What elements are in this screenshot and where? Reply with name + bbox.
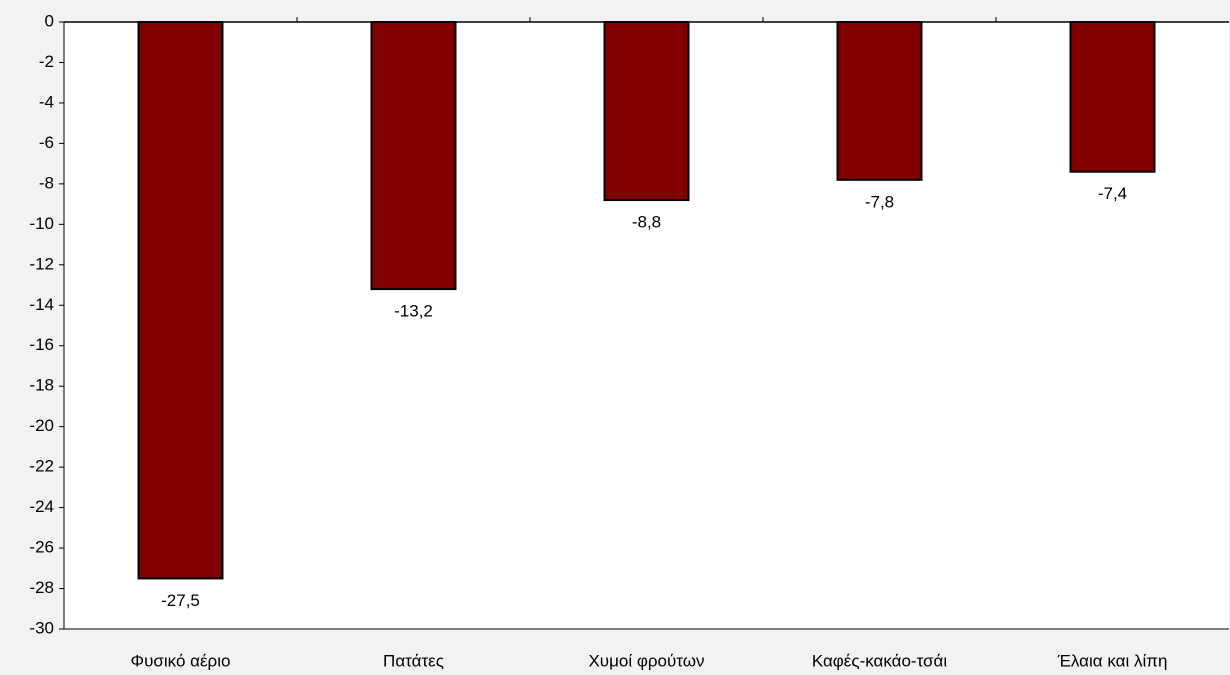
bar: [370, 21, 457, 291]
value-label: -7,4: [1098, 184, 1127, 203]
y-tick-label: -8: [39, 173, 54, 192]
y-tick-label: -16: [29, 335, 54, 354]
y-tick-label: -20: [29, 416, 54, 435]
x-tick-label: Έλαια και λίπη: [1057, 651, 1168, 670]
value-label: -13,2: [394, 302, 433, 321]
y-tick-label: -10: [29, 214, 54, 233]
x-tick-label: Χυμοί φρούτων: [588, 651, 704, 670]
x-tick-label: Φυσικό αέριο: [131, 651, 231, 670]
value-label: -7,8: [865, 192, 894, 211]
value-label: -27,5: [161, 591, 200, 610]
y-tick-label: -2: [39, 52, 54, 71]
y-tick-label: -18: [29, 376, 54, 395]
y-tick-label: -6: [39, 133, 54, 152]
bar: [836, 21, 923, 181]
y-tick-label: -12: [29, 254, 54, 273]
y-tick-label: -22: [29, 457, 54, 476]
y-tick-label: -30: [29, 618, 54, 637]
value-label: -8,8: [632, 213, 661, 232]
bar: [137, 21, 224, 580]
y-tick-label: -4: [39, 92, 54, 111]
y-tick-label: -14: [29, 295, 54, 314]
y-tick-label: 0: [45, 11, 54, 30]
y-tick-label: -24: [29, 497, 54, 516]
y-tick-label: -26: [29, 538, 54, 557]
x-tick-label: Καφές-κακάο-τσάι: [812, 651, 948, 670]
bar: [1069, 21, 1156, 173]
bar: [603, 21, 690, 202]
y-tick-label: -28: [29, 578, 54, 597]
x-tick-label: Πατάτες: [383, 651, 444, 670]
